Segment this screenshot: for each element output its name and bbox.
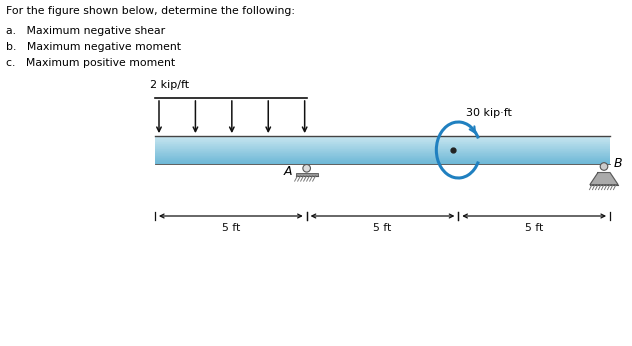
Bar: [155, 146, 610, 147]
Bar: [155, 148, 610, 149]
Bar: [155, 156, 610, 157]
Text: c.   Maximum positive moment: c. Maximum positive moment: [6, 58, 175, 68]
Bar: [155, 144, 610, 145]
Text: 5 ft: 5 ft: [222, 223, 240, 233]
Bar: [155, 152, 610, 153]
Text: b.   Maximum negative moment: b. Maximum negative moment: [6, 42, 181, 52]
Bar: [155, 140, 610, 141]
Bar: [155, 149, 610, 150]
Bar: [155, 150, 610, 151]
Circle shape: [303, 164, 310, 172]
Bar: [155, 142, 610, 143]
Bar: [155, 161, 610, 162]
Bar: [155, 139, 610, 140]
Bar: [155, 136, 610, 137]
Bar: [155, 160, 610, 161]
Bar: [155, 162, 610, 163]
Bar: [155, 159, 610, 160]
Text: B: B: [614, 157, 623, 171]
Circle shape: [600, 163, 608, 170]
Bar: [155, 141, 610, 142]
Bar: [155, 153, 610, 154]
Bar: [155, 143, 610, 144]
Polygon shape: [590, 173, 618, 185]
Bar: [155, 154, 610, 155]
Text: 2 kip/ft: 2 kip/ft: [150, 80, 189, 90]
Text: 5 ft: 5 ft: [374, 223, 392, 233]
Bar: [155, 137, 610, 138]
Text: 5 ft: 5 ft: [525, 223, 544, 233]
Bar: [155, 157, 610, 158]
Text: A: A: [284, 165, 293, 178]
Bar: [155, 138, 610, 139]
Text: a.   Maximum negative shear: a. Maximum negative shear: [6, 26, 165, 36]
Bar: [155, 151, 610, 152]
Bar: [155, 145, 610, 146]
Bar: [155, 147, 610, 148]
Bar: [296, 173, 318, 176]
Text: 30 kip·ft: 30 kip·ft: [466, 108, 512, 118]
Bar: [155, 158, 610, 159]
Text: For the figure shown below, determine the following:: For the figure shown below, determine th…: [6, 6, 295, 16]
Bar: [155, 155, 610, 156]
Bar: [155, 163, 610, 164]
